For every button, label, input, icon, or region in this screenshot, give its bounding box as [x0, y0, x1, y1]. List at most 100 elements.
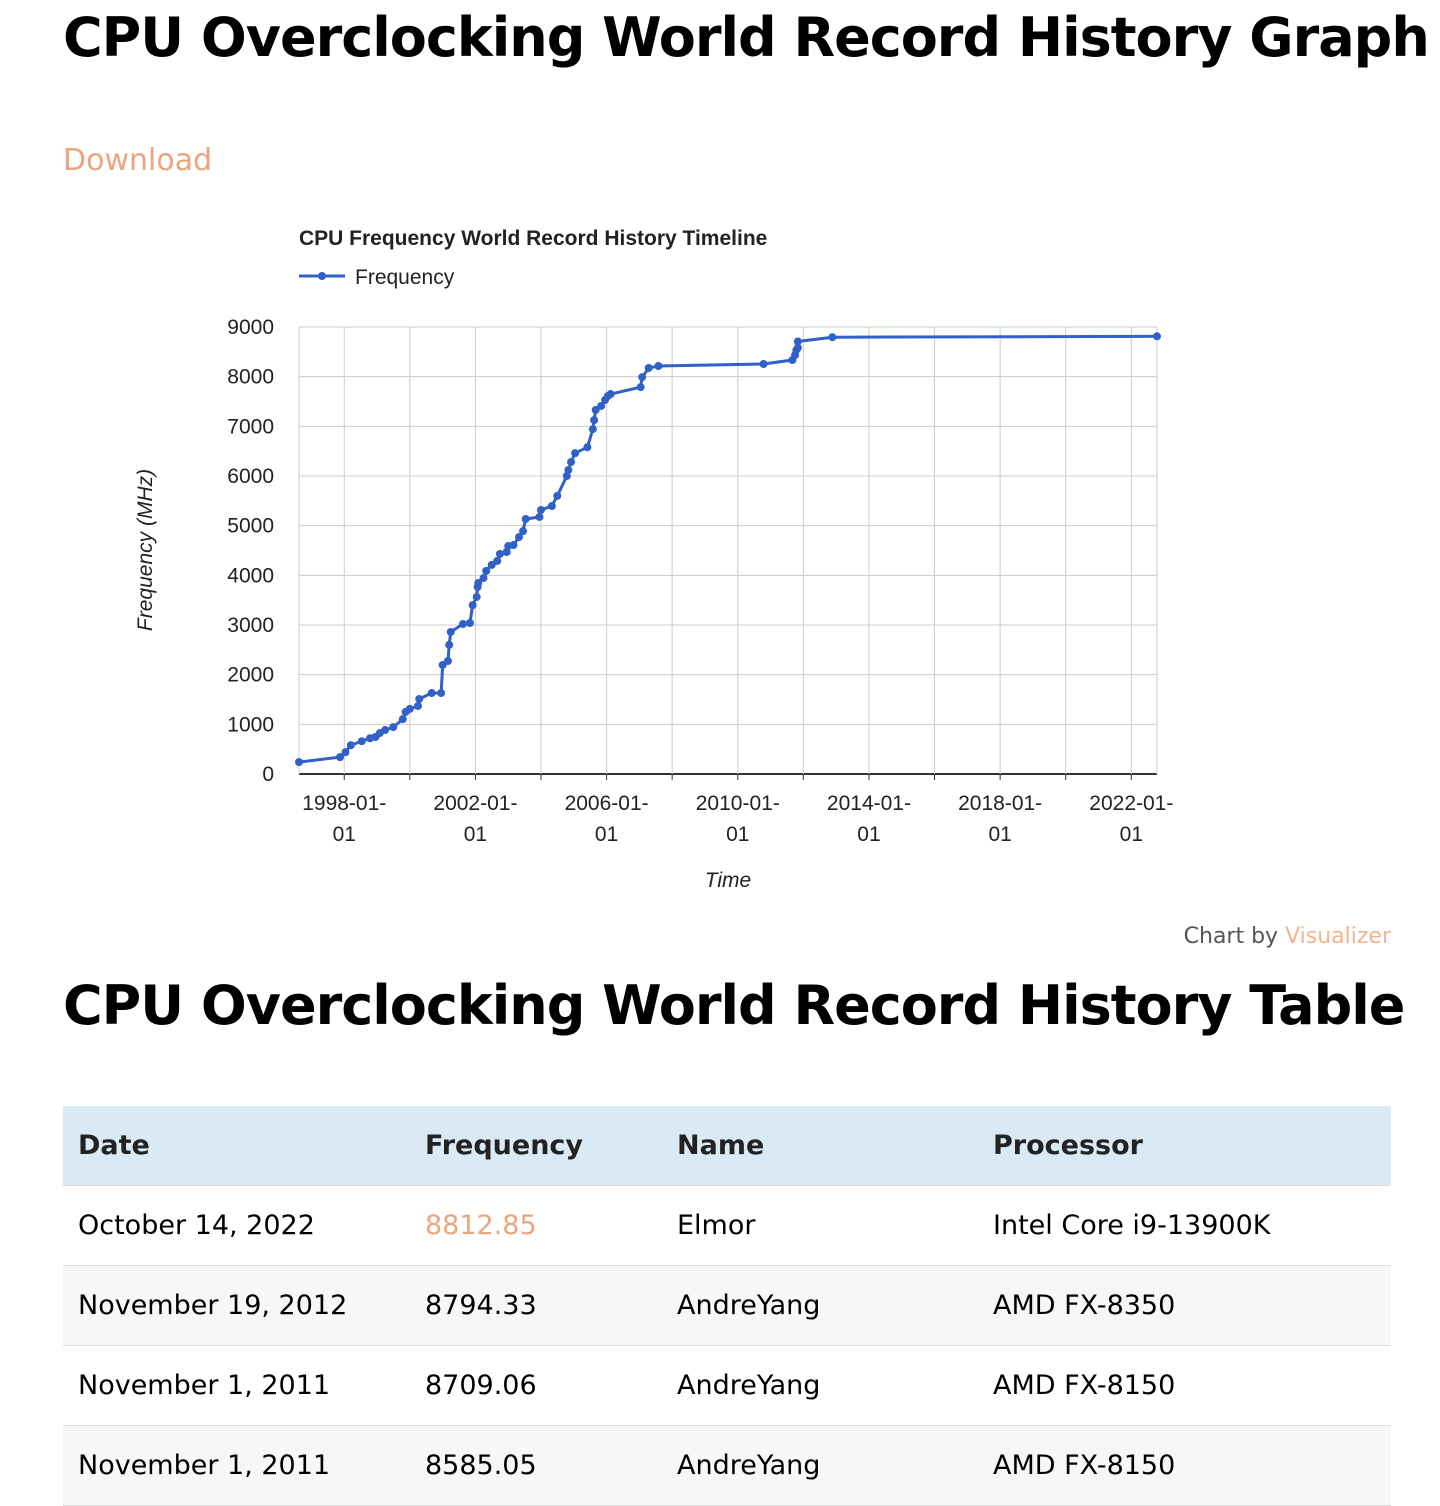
- data-point: [828, 333, 837, 342]
- data-point: [445, 640, 454, 649]
- column-header: Frequency: [410, 1106, 662, 1186]
- data-point: [295, 758, 303, 767]
- table-cell: October 14, 2022: [63, 1185, 410, 1266]
- y-tick-label: 4000: [227, 564, 274, 587]
- data-point: [535, 512, 544, 521]
- data-point: [479, 574, 488, 583]
- table-cell: AMD FX-8350: [978, 1265, 1391, 1346]
- y-tick-label: 3000: [227, 614, 274, 637]
- table-cell: AMD FX-8150: [978, 1345, 1391, 1426]
- x-tick-label: 2010-01-01: [696, 792, 780, 846]
- table-cell: November 1, 2011: [63, 1345, 410, 1426]
- data-point: [597, 401, 606, 410]
- data-point: [636, 383, 645, 392]
- data-point: [398, 715, 407, 724]
- x-tick-label: 2002-01-01: [433, 792, 517, 846]
- header-row: Date Frequency Name Processor: [63, 1106, 1391, 1186]
- data-point: [793, 337, 802, 346]
- data-point: [509, 541, 518, 550]
- records-table: Date Frequency Name Processor October 14, 20…: [63, 1106, 1391, 1506]
- table-cell: Intel Core i9-13900K: [978, 1185, 1391, 1266]
- data-point: [567, 458, 576, 467]
- table-cell: November 1, 2011: [63, 1425, 410, 1506]
- y-tick-label: 0: [262, 763, 274, 786]
- data-point: [405, 704, 414, 713]
- data-point: [514, 533, 523, 542]
- y-tick-label: 1000: [227, 713, 274, 736]
- y-tick-label: 7000: [227, 415, 274, 438]
- y-tick-label: 6000: [227, 465, 274, 488]
- data-point: [495, 549, 504, 558]
- table-cell: 8794.33: [410, 1265, 662, 1346]
- x-tick-label: 2018-01-01: [958, 792, 1042, 846]
- chart: CPU Frequency World Record History Timel…: [134, 227, 1173, 892]
- data-point: [341, 748, 350, 757]
- column-header: Name: [662, 1106, 978, 1186]
- x-tick-label: 1998-01-01: [302, 792, 386, 846]
- data-point: [547, 502, 556, 511]
- column-header: Processor: [978, 1106, 1391, 1186]
- data-point: [521, 514, 530, 523]
- data-point: [553, 491, 562, 500]
- legend-marker: [318, 272, 326, 280]
- y-tick-label: 8000: [227, 366, 274, 389]
- data-point: [571, 449, 580, 458]
- page-title: CPU Overclocking World Record History Gr…: [63, 6, 1430, 69]
- x-tick-label: 2014-01-01: [827, 792, 911, 846]
- table-row: October 14, 2022 8812.85 Elmor Intel Core i…: [63, 1185, 1391, 1266]
- data-point: [638, 373, 647, 382]
- data-point: [644, 363, 653, 372]
- data-point: [413, 701, 422, 710]
- download-link[interactable]: Download: [63, 143, 213, 178]
- table-row: November 1, 2011 8585.05 AndreYang AMD FX-8…: [63, 1425, 1391, 1506]
- chart-credit: Chart by Visualizer: [1184, 924, 1391, 949]
- data-line: [298, 334, 1158, 764]
- column-header: Date: [63, 1106, 410, 1186]
- table-cell: AndreYang: [662, 1345, 978, 1426]
- data-point: [654, 361, 663, 370]
- table-cell: AMD FX-8150: [978, 1425, 1391, 1506]
- data-point: [793, 343, 802, 352]
- table-cell: November 19, 2012: [63, 1265, 410, 1346]
- table-cell: Elmor: [662, 1185, 978, 1266]
- x-axis-title: Time: [705, 869, 751, 892]
- data-point: [472, 592, 481, 601]
- table-row: November 19, 2012 8794.33 AndreYang AMD FX-…: [63, 1265, 1391, 1346]
- data-point: [482, 566, 491, 575]
- table-body: October 14, 2022 8812.85 Elmor Intel Core i…: [63, 1185, 1391, 1506]
- frequency-link[interactable]: 8812.85: [425, 1210, 537, 1241]
- table-cell: 8709.06: [410, 1345, 662, 1426]
- data-point: [474, 579, 483, 588]
- data-point: [468, 601, 477, 610]
- data-point: [606, 390, 615, 399]
- data-point: [519, 527, 528, 536]
- data-point: [357, 737, 366, 746]
- data-point: [427, 689, 436, 698]
- x-tick-label: 2006-01-01: [565, 792, 649, 846]
- data-point: [590, 416, 599, 425]
- data-point: [564, 466, 573, 475]
- legend-label: Frequency: [355, 266, 455, 289]
- table-cell: AndreYang: [662, 1425, 978, 1506]
- data-point: [437, 689, 446, 698]
- x-tick-label: 2022-01-01: [1089, 792, 1173, 846]
- chart-title: CPU Frequency World Record History Timel…: [299, 227, 767, 250]
- y-axis-title: Frequency (MHz): [134, 469, 157, 631]
- data-point: [389, 723, 398, 732]
- data-point: [415, 695, 424, 704]
- y-tick-label: 5000: [227, 515, 274, 538]
- data-point: [381, 726, 390, 735]
- data-point: [446, 627, 455, 636]
- credit-prefix: Chart by: [1183, 924, 1279, 949]
- table-cell: 8812.85: [410, 1185, 662, 1266]
- data-point: [336, 753, 345, 762]
- data-point: [458, 620, 467, 629]
- credit-link[interactable]: Visualizer: [1285, 924, 1391, 949]
- data-point: [588, 425, 597, 434]
- data-point: [346, 741, 355, 750]
- data-point: [465, 619, 474, 628]
- data-point: [493, 556, 502, 565]
- table-cell: AndreYang: [662, 1265, 978, 1346]
- data-point: [1153, 332, 1161, 341]
